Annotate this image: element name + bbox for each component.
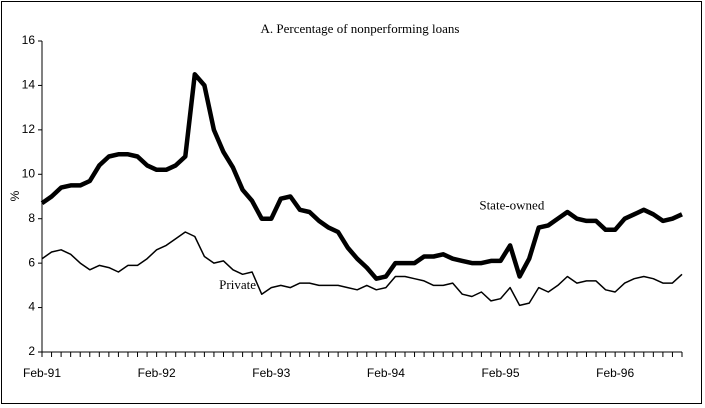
- series-label: Private: [219, 277, 256, 292]
- y-tick-label: 4: [28, 300, 35, 314]
- y-tick-label: 8: [28, 211, 35, 225]
- y-tick-label: 14: [22, 78, 36, 92]
- y-axis-label: %: [8, 190, 22, 201]
- x-tick-label: Feb-92: [138, 366, 176, 380]
- series-label: State-owned: [479, 198, 544, 213]
- x-tick-label: Feb-91: [23, 366, 61, 380]
- y-tick-label: 2: [28, 344, 35, 358]
- x-tick-label: Feb-96: [596, 366, 634, 380]
- series-line: [40, 72, 683, 281]
- x-tick-label: Feb-94: [367, 366, 405, 380]
- y-tick-label: 6: [28, 255, 35, 269]
- x-tick-label: Feb-95: [481, 366, 519, 380]
- series-line: [41, 231, 683, 307]
- y-tick-label: 10: [22, 166, 36, 180]
- x-tick-label: Feb-93: [252, 366, 290, 380]
- y-tick-label: 12: [22, 122, 36, 136]
- chart-title: A. Percentage of nonperforming loans: [261, 21, 460, 36]
- y-tick-label: 16: [22, 33, 36, 47]
